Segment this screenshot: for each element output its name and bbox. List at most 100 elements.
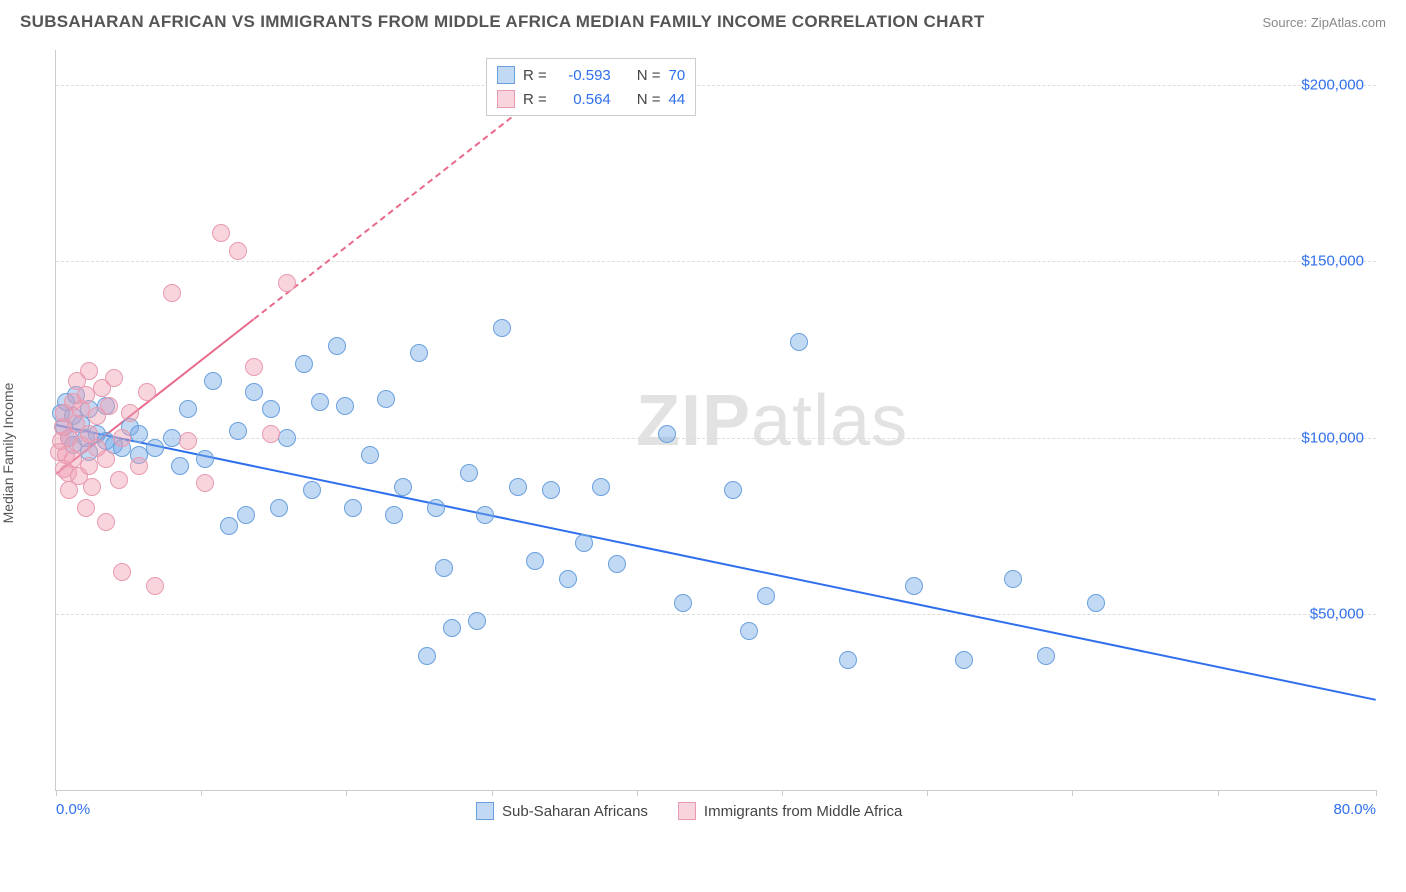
plot-region: ZIPatlas $50,000$100,000$150,000$200,000… <box>55 50 1376 791</box>
scatter-point <box>77 386 95 404</box>
trend-line <box>56 424 1376 701</box>
scatter-point <box>757 587 775 605</box>
chart-area: Median Family Income ZIPatlas $50,000$10… <box>0 40 1406 850</box>
scatter-point <box>410 344 428 362</box>
scatter-point <box>674 594 692 612</box>
scatter-point <box>435 559 453 577</box>
source-name: ZipAtlas.com <box>1311 15 1386 30</box>
scatter-point <box>100 397 118 415</box>
scatter-point <box>839 651 857 669</box>
scatter-point <box>336 397 354 415</box>
scatter-point <box>245 358 263 376</box>
scatter-point <box>608 555 626 573</box>
scatter-point <box>278 274 296 292</box>
scatter-point <box>468 612 486 630</box>
x-tick <box>1376 790 1377 796</box>
n-label: N = <box>637 67 661 84</box>
x-tick <box>346 790 347 796</box>
scatter-point <box>220 517 238 535</box>
scatter-point <box>344 499 362 517</box>
scatter-point <box>905 577 923 595</box>
series-legend-item: Sub-Saharan Africans <box>476 802 648 820</box>
scatter-point <box>724 481 742 499</box>
correlation-legend-row: R = -0.593 N = 70 <box>497 63 685 87</box>
x-tick <box>1072 790 1073 796</box>
watermark: ZIPatlas <box>636 380 908 462</box>
scatter-point <box>146 439 164 457</box>
y-tick-label: $150,000 <box>1301 253 1364 270</box>
scatter-point <box>179 400 197 418</box>
n-label: N = <box>637 91 661 108</box>
scatter-point <box>171 457 189 475</box>
trend-line <box>253 85 551 319</box>
series-legend-label: Sub-Saharan Africans <box>502 803 648 820</box>
scatter-point <box>559 570 577 588</box>
scatter-point <box>361 446 379 464</box>
scatter-point <box>163 284 181 302</box>
scatter-point <box>460 464 478 482</box>
series-legend-label: Immigrants from Middle Africa <box>704 803 902 820</box>
scatter-point <box>163 429 181 447</box>
scatter-point <box>427 499 445 517</box>
correlation-legend-row: R =0.564N =44 <box>497 87 685 111</box>
gridline-h <box>56 85 1376 86</box>
scatter-point <box>476 506 494 524</box>
scatter-point <box>245 383 263 401</box>
series-legend: Sub-Saharan Africans Immigrants from Midd… <box>476 802 902 820</box>
watermark-bold: ZIP <box>636 381 751 461</box>
scatter-point <box>955 651 973 669</box>
scatter-point <box>740 622 758 640</box>
scatter-point <box>592 478 610 496</box>
scatter-point <box>83 478 101 496</box>
r-value: -0.593 <box>555 67 611 84</box>
scatter-point <box>130 457 148 475</box>
x-tick <box>1218 790 1219 796</box>
scatter-point <box>328 337 346 355</box>
scatter-point <box>493 319 511 337</box>
gridline-h <box>56 614 1376 615</box>
scatter-point <box>97 513 115 531</box>
x-tick <box>56 790 57 796</box>
y-axis-label: Median Family Income <box>0 383 16 524</box>
y-tick-label: $200,000 <box>1301 77 1364 94</box>
scatter-point <box>229 422 247 440</box>
legend-swatch <box>476 802 494 820</box>
scatter-point <box>526 552 544 570</box>
scatter-point <box>105 369 123 387</box>
scatter-point <box>278 429 296 447</box>
r-label: R = <box>523 67 547 84</box>
x-axis-max-label: 80.0% <box>1333 801 1376 818</box>
source-attribution: Source: ZipAtlas.com <box>1262 15 1386 30</box>
series-legend-item: Immigrants from Middle Africa <box>678 802 902 820</box>
scatter-point <box>110 471 128 489</box>
scatter-point <box>237 506 255 524</box>
n-value: 70 <box>669 67 686 84</box>
scatter-point <box>80 362 98 380</box>
scatter-point <box>196 450 214 468</box>
r-value: 0.564 <box>555 91 611 108</box>
x-tick <box>201 790 202 796</box>
scatter-point <box>262 425 280 443</box>
scatter-point <box>377 390 395 408</box>
scatter-point <box>443 619 461 637</box>
scatter-point <box>790 333 808 351</box>
scatter-point <box>295 355 313 373</box>
scatter-point <box>1087 594 1105 612</box>
x-tick <box>782 790 783 796</box>
watermark-light: atlas <box>751 381 908 461</box>
chart-title: SUBSAHARAN AFRICAN VS IMMIGRANTS FROM MI… <box>20 12 985 32</box>
r-label: R = <box>523 91 547 108</box>
scatter-point <box>394 478 412 496</box>
scatter-point <box>270 499 288 517</box>
scatter-point <box>146 577 164 595</box>
scatter-point <box>1037 647 1055 665</box>
scatter-point <box>212 224 230 242</box>
legend-swatch <box>678 802 696 820</box>
scatter-point <box>229 242 247 260</box>
scatter-point <box>196 474 214 492</box>
scatter-point <box>97 450 115 468</box>
scatter-point <box>121 404 139 422</box>
x-tick <box>927 790 928 796</box>
scatter-point <box>311 393 329 411</box>
scatter-point <box>303 481 321 499</box>
